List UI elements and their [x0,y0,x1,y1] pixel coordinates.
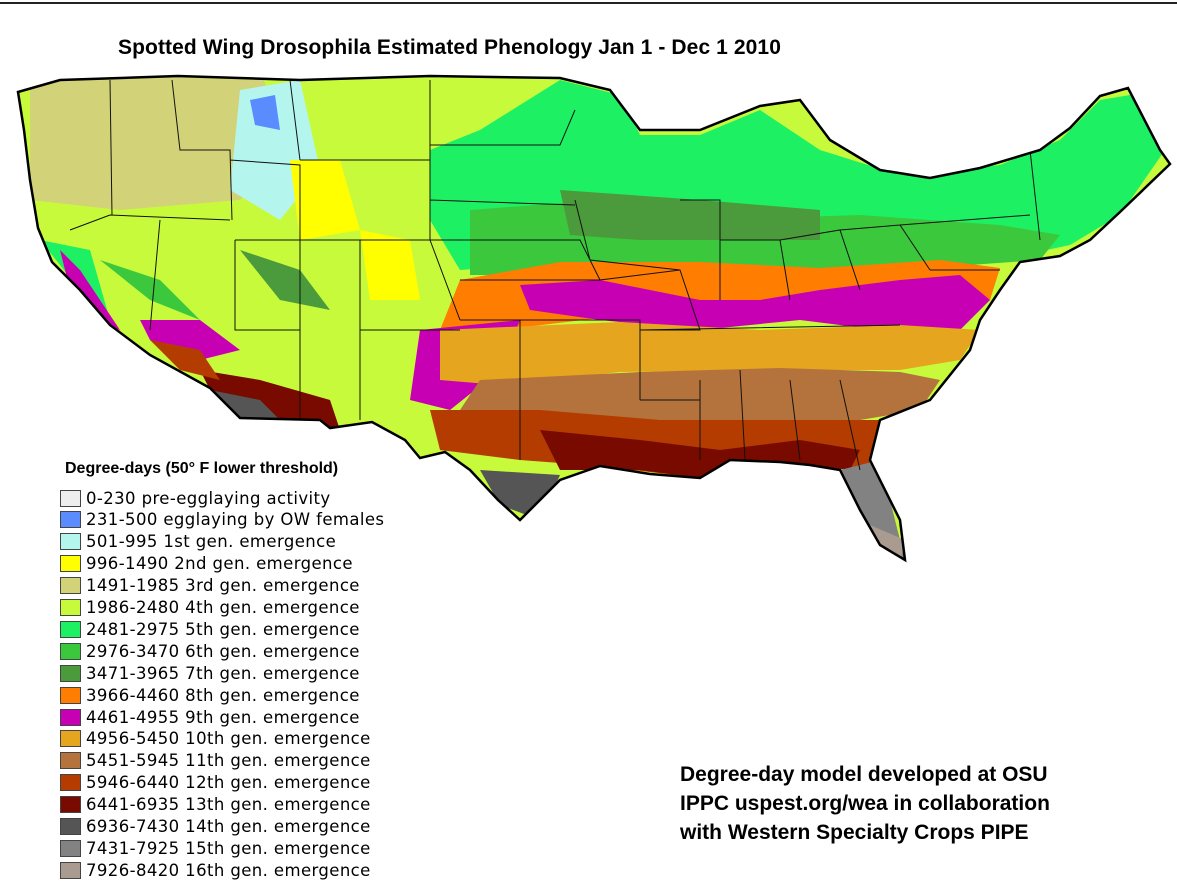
legend-label: 996-1490 2nd gen. emergence [86,554,353,574]
legend-item: 1491-1985 3rd gen. emergence [60,575,360,597]
legend-label: 6441-6935 13th gen. emergence [86,795,371,815]
legend-title: Degree-days (50° F lower threshold) [65,460,339,477]
legend-swatch [60,730,81,748]
state-borders [69,79,1041,471]
legend-swatch [60,774,81,792]
legend-item: 4956-5450 10th gen. emergence [60,728,371,750]
legend-label: 2976-3470 6th gen. emergence [86,641,360,661]
legend-label: 4461-4955 9th gen. emergence [86,707,360,727]
legend-item: 1986-2480 4th gen. emergence [60,597,360,619]
legend-label: 2481-2975 5th gen. emergence [86,619,360,639]
legend-label: 7926-8420 16th gen. emergence [86,860,371,880]
legend-swatch [60,839,81,857]
legend-item: 2976-3470 6th gen. emergence [60,640,360,662]
legend-label: 4956-5450 10th gen. emergence [86,729,371,749]
credit-line-2: IPPC uspest.org/wea in collaboration [680,792,1050,815]
legend-item: 3471-3965 7th gen. emergence [60,662,360,684]
legend-label: 5451-5945 11th gen. emergence [86,751,371,771]
legend-swatch [60,577,81,595]
legend-label: 1491-1985 3rd gen. emergence [86,576,360,596]
legend-swatch [60,686,81,704]
legend-swatch [60,620,81,638]
legend-swatch [60,752,81,770]
legend-swatch [60,489,81,507]
legend-item: 231-500 egglaying by OW females [60,509,384,531]
legend-item: 4461-4955 9th gen. emergence [60,706,360,728]
legend-swatch [60,599,81,616]
legend-label: 7431-7925 15th gen. emergence [86,838,371,858]
credit-block: Degree-day model developed at OSU IPPC u… [680,760,1050,847]
legend-item: 6441-6935 13th gen. emergence [60,794,371,816]
legend-label: 3471-3965 7th gen. emergence [86,663,360,683]
legend-swatch [60,861,81,879]
legend-item: 7431-7925 15th gen. emergence [60,837,371,859]
legend-swatch [60,818,81,835]
legend-swatch [60,555,81,573]
legend-item: 5946-6440 12th gen. emergence [60,772,371,794]
legend-item: 996-1490 2nd gen. emergence [60,553,353,575]
legend-label: 3966-4460 8th gen. emergence [86,685,360,705]
legend-item: 501-995 1st gen. emergence [60,531,336,553]
legend-swatch [60,796,81,814]
legend-item: 0-230 pre-egglaying activity [60,487,331,509]
legend-swatch [60,511,81,529]
credit-line-3: with Western Specialty Crops PIPE [680,821,1029,844]
top-rule [0,2,1177,4]
map-title: Spotted Wing Drosophila Estimated Phenol… [118,36,781,59]
legend-swatch [60,664,81,682]
legend-swatch [60,708,81,726]
legend-label: 5946-6440 12th gen. emergence [86,773,371,793]
legend-label: 6936-7430 14th gen. emergence [86,817,371,836]
legend-item: 6936-7430 14th gen. emergence [60,816,371,838]
legend-swatch [60,533,81,551]
legend-swatch [60,642,81,660]
legend-item: 7926-8420 16th gen. emergence [60,859,371,881]
legend-item: 2481-2975 5th gen. emergence [60,618,360,640]
legend-label: 231-500 egglaying by OW females [86,510,385,530]
credit-line-1: Degree-day model developed at OSU [680,763,1048,786]
legend-label: 1986-2480 4th gen. emergence [86,598,360,617]
legend-item: 3966-4460 8th gen. emergence [60,684,360,706]
legend-label: 0-230 pre-egglaying activity [86,488,331,508]
legend-item: 5451-5945 11th gen. emergence [60,750,371,772]
legend-label: 501-995 1st gen. emergence [86,532,337,552]
